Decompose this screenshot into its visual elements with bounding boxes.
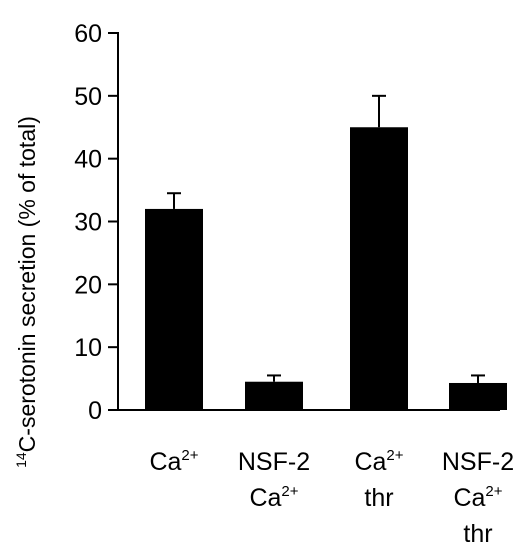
y-tick-label: 60 [74,20,102,48]
x-tick-label-line: NSF-2 [442,448,514,476]
x-tick-label-line: Ca2+ [453,483,502,512]
x-tick-label-line: NSF-2 [238,448,310,476]
error-bars [167,94,485,383]
y-tick-label: 50 [74,83,102,111]
bars [145,127,507,410]
bar [145,208,203,410]
bar [350,127,408,410]
x-tick-label: Ca2+ thr [354,447,403,512]
x-tick-label-line: Ca2+ [249,483,298,512]
x-tick-label-line: Ca2+ [149,447,198,476]
y-ticks: 0 10 20 30 40 50 60 [74,20,118,425]
bar [449,382,507,410]
y-tick-label: 40 [74,146,102,174]
x-tick-label: NSF-2 Ca2+ [238,448,310,512]
x-tick-label-line: thr [364,484,393,512]
y-tick-label: 0 [88,397,102,425]
y-tick-label: 30 [74,209,102,237]
x-tick-label-line: thr [463,520,492,548]
x-tick-label-line: Ca2+ [354,447,403,476]
bar [245,381,303,410]
x-tick-label: NSF-2 Ca2+ thr [442,448,514,548]
y-tick-label: 20 [74,271,102,299]
y-axis-label: 14C-serotonin secretion (% of total) [13,116,40,468]
x-tick-label: Ca2+ [149,447,198,476]
x-tick-labels: Ca2+ NSF-2 Ca2+ Ca2+ thr NSF-2 Ca2+ thr [149,447,514,548]
y-tick-label: 10 [74,334,102,362]
